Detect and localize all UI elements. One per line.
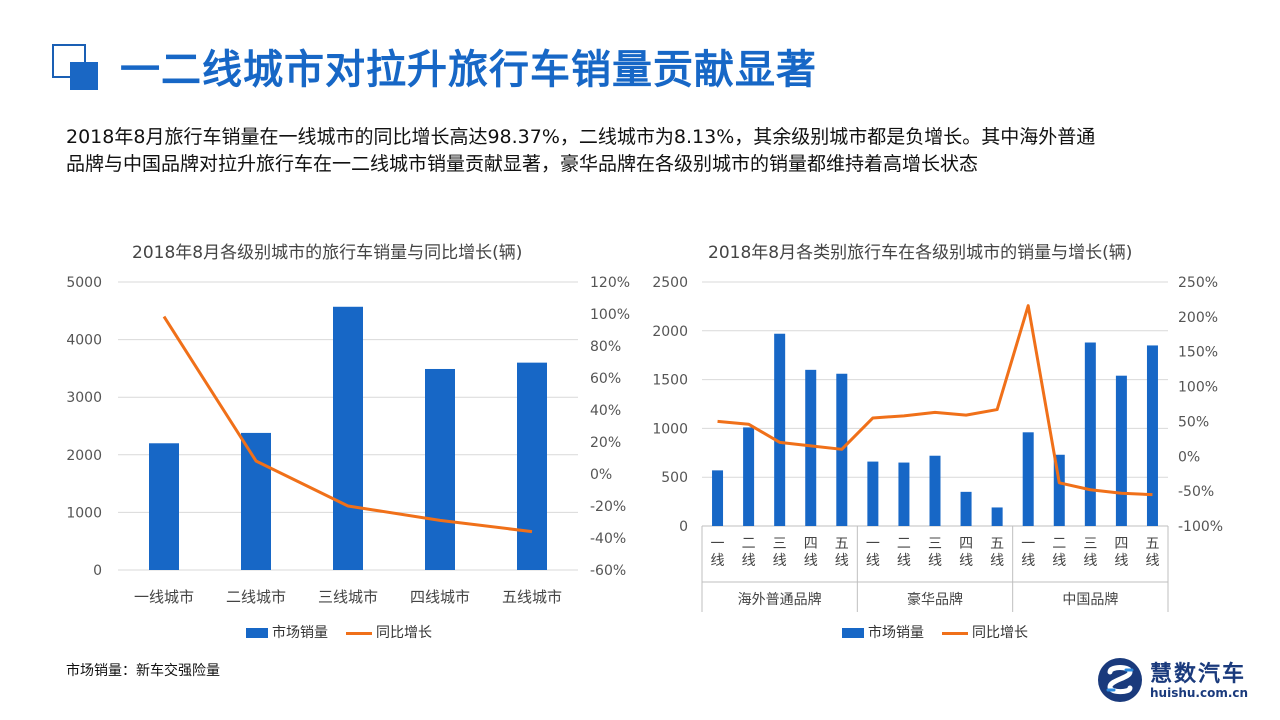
chart2-title: 2018年8月各类别旅行车在各级别城市的销量与增长(辆) — [708, 243, 1133, 263]
bar — [1115, 375, 1127, 526]
x-tick-label: 一线 — [866, 536, 880, 569]
x-tick-label: 二线 — [1052, 536, 1066, 569]
bar — [1084, 342, 1096, 526]
y-left-tick: 0 — [93, 563, 102, 579]
summary-line-2: 品牌与中国品牌对拉升旅行车在一二线城市销量贡献显著，豪华品牌在各级别城市的销量都… — [66, 153, 979, 175]
y-right-tick: -100% — [1178, 519, 1223, 535]
legend-line-label: 同比增长 — [972, 625, 1028, 641]
y-left-tick: 1000 — [66, 505, 102, 521]
x-tick-label: 四线 — [804, 536, 818, 569]
x-tick-label: 三线 — [928, 536, 942, 569]
chart1-legend: 市场销量 同比增长 — [246, 622, 432, 642]
chart1-title: 2018年8月各级别城市的旅行车销量与同比增长(辆) — [132, 243, 523, 263]
y-right-tick: -50% — [1178, 484, 1214, 500]
brand-logo: 慧数汽车 huishu.com.cn — [1096, 656, 1256, 706]
x-tick-label: 五线城市 — [502, 588, 562, 606]
x-tick-label: 二线 — [742, 536, 756, 569]
legend-line-label: 同比增长 — [376, 625, 432, 641]
bar — [867, 461, 879, 526]
x-tick-label: 一线城市 — [134, 588, 194, 606]
y-right-tick: 40% — [590, 403, 621, 419]
bar — [149, 443, 179, 570]
y-right-tick: 120% — [590, 275, 630, 291]
y-right-tick: 0% — [1178, 449, 1200, 465]
chart1-city-sales: 0 1000 2000 3000 4000 5000 -60% -40% -20% 0% 20% 40… — [66, 275, 630, 606]
y-right-tick: 200% — [1178, 310, 1218, 326]
y-left-tick: 0 — [679, 519, 688, 535]
logo-name: 慧数汽车 — [1150, 662, 1247, 687]
x-tick-label: 三线 — [1083, 536, 1097, 569]
bar — [805, 369, 817, 526]
bar — [712, 470, 724, 526]
y-left-tick: 1000 — [652, 421, 688, 437]
bar — [241, 432, 271, 570]
group-label: 海外普通品牌 — [738, 591, 822, 608]
y-right-tick: 50% — [1178, 414, 1209, 430]
bar — [743, 427, 755, 526]
legend-bar-swatch — [842, 628, 864, 638]
y-left-tick: 4000 — [66, 333, 102, 349]
title-square-icon — [52, 44, 98, 96]
y-left-tick: 2000 — [66, 448, 102, 464]
legend-bar-swatch — [246, 628, 268, 638]
footnote: 市场销量：新车交强险量 — [66, 663, 220, 679]
logo-mark-icon — [1098, 658, 1142, 702]
x-tick-label: 四线 — [1114, 536, 1128, 569]
x-tick-label: 二线城市 — [226, 588, 286, 606]
page-title: 一二线城市对拉升旅行车销量贡献显著 — [120, 47, 817, 93]
bar — [774, 333, 786, 526]
y-right-tick: 0% — [590, 467, 612, 483]
y-right-tick: -40% — [590, 531, 626, 547]
y-right-tick: 100% — [590, 307, 630, 323]
y-left-tick: 1500 — [652, 373, 688, 389]
y-right-tick: 100% — [1178, 380, 1218, 396]
bar — [960, 491, 972, 526]
title-row: 一二线城市对拉升旅行车销量贡献显著 — [52, 42, 1232, 98]
y-left-tick: 2000 — [652, 324, 688, 340]
bar — [425, 368, 455, 570]
y-right-tick: 150% — [1178, 345, 1218, 361]
y-right-tick: -20% — [590, 499, 626, 515]
summary-text: 2018年8月旅行车销量在一线城市的同比增长高达98.37%，二线城市为8.13… — [66, 124, 1216, 178]
y-right-tick: 80% — [590, 339, 621, 355]
x-tick-label: 三线城市 — [318, 588, 378, 606]
legend-bar-label: 市场销量 — [272, 625, 328, 641]
growth-line — [717, 304, 1153, 497]
logo-url: huishu.com.cn — [1150, 686, 1249, 700]
growth-line — [162, 315, 533, 534]
group-label: 中国品牌 — [1062, 591, 1118, 608]
y-right-tick: -60% — [590, 563, 626, 579]
bar — [333, 306, 363, 570]
bar — [1022, 432, 1034, 526]
legend-bar-label: 市场销量 — [868, 625, 924, 641]
x-tick-label: 一线 — [1021, 536, 1035, 569]
legend-line-swatch — [942, 631, 968, 635]
x-tick-label: 五线 — [835, 536, 849, 569]
y-left-tick: 3000 — [66, 390, 102, 406]
x-tick-label: 五线 — [1145, 536, 1159, 569]
bar — [991, 507, 1003, 526]
chart2-brand-sales: 0 500 1000 1500 2000 2500 -100% -50% 0% 50% 100% 15… — [652, 275, 1223, 612]
y-left-tick: 2500 — [652, 275, 688, 291]
y-right-tick: 60% — [590, 371, 621, 387]
x-tick-label: 三线 — [773, 536, 787, 569]
x-tick-label: 四线城市 — [410, 588, 470, 606]
group-label: 豪华品牌 — [907, 591, 963, 608]
bar — [517, 362, 547, 570]
chart2-legend: 市场销量 同比增长 — [842, 622, 1028, 642]
y-left-tick: 500 — [661, 470, 688, 486]
x-tick-label: 二线 — [897, 536, 911, 569]
y-left-tick: 5000 — [66, 275, 102, 291]
legend-line-swatch — [346, 631, 372, 635]
x-tick-label: 四线 — [959, 536, 973, 569]
bar — [929, 455, 941, 526]
bar — [1146, 345, 1158, 526]
x-tick-label: 五线 — [990, 536, 1004, 569]
y-right-tick: 250% — [1178, 275, 1218, 291]
bar — [1053, 454, 1065, 526]
summary-line-1: 2018年8月旅行车销量在一线城市的同比增长高达98.37%，二线城市为8.13… — [66, 126, 1096, 148]
x-tick-label: 一线 — [711, 536, 725, 569]
bar — [898, 462, 910, 526]
y-right-tick: 20% — [590, 435, 621, 451]
